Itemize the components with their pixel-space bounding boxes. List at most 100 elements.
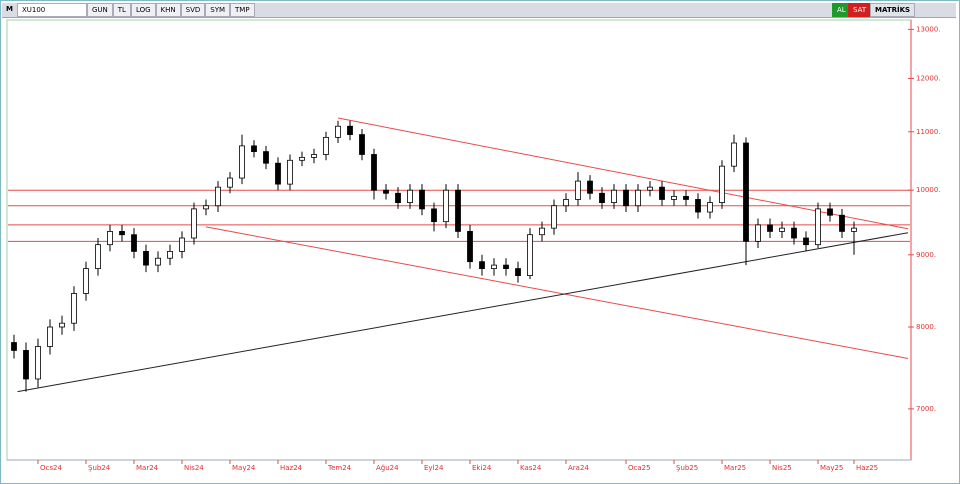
x-tick-label: Haz24 <box>280 464 303 472</box>
toolbar-button[interactable]: KHN <box>155 3 181 17</box>
candle-body <box>383 189 389 194</box>
candle-body <box>275 162 281 185</box>
candle-body <box>647 186 653 191</box>
candle-body <box>491 264 497 269</box>
x-tick-label: Ocs24 <box>40 464 62 472</box>
toolbar-button[interactable]: SVD <box>180 3 206 17</box>
x-tick-label: Şub25 <box>676 464 698 472</box>
candle-body <box>143 251 149 266</box>
candle-body <box>479 261 485 269</box>
x-tick-label: Mar24 <box>136 464 159 472</box>
candle-body <box>767 224 773 232</box>
candle-body <box>827 208 833 216</box>
y-tick-label: 11000. <box>916 128 941 136</box>
candle-body <box>599 192 605 203</box>
trend-line <box>337 117 909 230</box>
y-tick-label: 9000. <box>916 251 936 259</box>
x-tick-label: Ara24 <box>568 464 589 472</box>
x-tick-label: Nis25 <box>772 464 792 472</box>
candle-body <box>407 189 413 203</box>
candle-body <box>719 165 725 203</box>
candle-body <box>179 237 185 252</box>
candle-body <box>311 154 317 158</box>
x-tick-label: Oca25 <box>628 464 651 472</box>
candle-body <box>551 205 557 229</box>
x-tick-label: Kas24 <box>520 464 542 472</box>
candle-body <box>299 156 305 161</box>
candle-body <box>347 125 353 135</box>
candle-body <box>683 195 689 200</box>
candle-body <box>515 268 521 276</box>
candle-body <box>611 189 617 203</box>
candle-body <box>539 227 545 236</box>
candle-body <box>11 342 17 351</box>
candle-body <box>359 134 365 155</box>
candle-body <box>815 208 821 246</box>
candle-body <box>659 186 665 200</box>
candle-body <box>851 227 857 232</box>
candle-body <box>251 145 257 153</box>
candle-body <box>671 195 677 200</box>
candle-body <box>431 208 437 223</box>
toolbar-button[interactable]: TL <box>112 3 131 17</box>
x-tick-label: Ağu24 <box>376 464 399 472</box>
candle-body <box>239 145 245 179</box>
candle-body <box>635 189 641 207</box>
toolbar-button[interactable]: GUN <box>86 3 113 17</box>
buttons: GUN TL LOG KHN SVD SYM TMP <box>86 3 255 17</box>
symbol[interactable]: XU100 <box>16 3 87 17</box>
candle-body <box>791 227 797 239</box>
candle-body <box>395 192 401 203</box>
candle-body <box>119 231 125 236</box>
candle-body <box>443 189 449 223</box>
candle-body <box>743 142 749 242</box>
candle-body <box>263 151 269 164</box>
candle-body <box>803 237 809 246</box>
candle-body <box>203 205 209 210</box>
y-tick-label: 10000. <box>916 186 941 194</box>
candle-body <box>191 208 197 239</box>
candle-body <box>575 180 581 200</box>
brand: MATRİKS <box>870 3 916 17</box>
candle-body <box>563 199 569 207</box>
candle-body <box>107 231 113 246</box>
candle-body <box>731 142 737 167</box>
mode[interactable]: M <box>6 5 13 13</box>
y-tick-label: 7000. <box>916 405 936 413</box>
toolbar-button[interactable]: LOG <box>130 3 156 17</box>
candle-body <box>707 202 713 213</box>
candle-body <box>59 322 65 328</box>
x-tick-label: May25 <box>820 464 843 472</box>
x-tick-label: Mar25 <box>724 464 746 472</box>
candle-body <box>131 234 137 252</box>
x-tick-label: Haz25 <box>856 464 878 472</box>
y-tick-label: 12000. <box>916 74 941 82</box>
candle-body <box>419 189 425 210</box>
x-tick-label: May24 <box>232 464 256 472</box>
candle-body <box>323 136 329 155</box>
candle-body <box>23 350 29 380</box>
toolbar-button[interactable]: TMP <box>230 3 255 17</box>
candle-body <box>155 257 161 266</box>
candle-body <box>587 180 593 194</box>
candle-body <box>35 346 41 380</box>
toolbar-button[interactable]: SYM <box>205 3 231 17</box>
trend-line <box>205 226 909 359</box>
candle-body <box>527 234 533 276</box>
candle-body <box>455 189 461 232</box>
candle-body <box>779 227 785 232</box>
candle-body <box>167 251 173 259</box>
candle-body <box>287 159 293 185</box>
candle-body <box>623 189 629 207</box>
x-tick-label: Nis24 <box>184 464 204 472</box>
x-tick-label: Şub24 <box>88 464 111 472</box>
candle-body <box>71 293 77 324</box>
candle-body <box>95 244 101 269</box>
candle-body <box>215 186 221 207</box>
y-tick-label: 13000. <box>916 25 941 33</box>
x-tick-label: Eki24 <box>472 464 492 472</box>
toolbar: M XU100 GUN TL LOG KHN SVD SYM TMP AL SAT MATRİK… <box>2 3 956 18</box>
sell-button[interactable]: SAT <box>848 3 872 17</box>
candle-body <box>335 125 341 138</box>
